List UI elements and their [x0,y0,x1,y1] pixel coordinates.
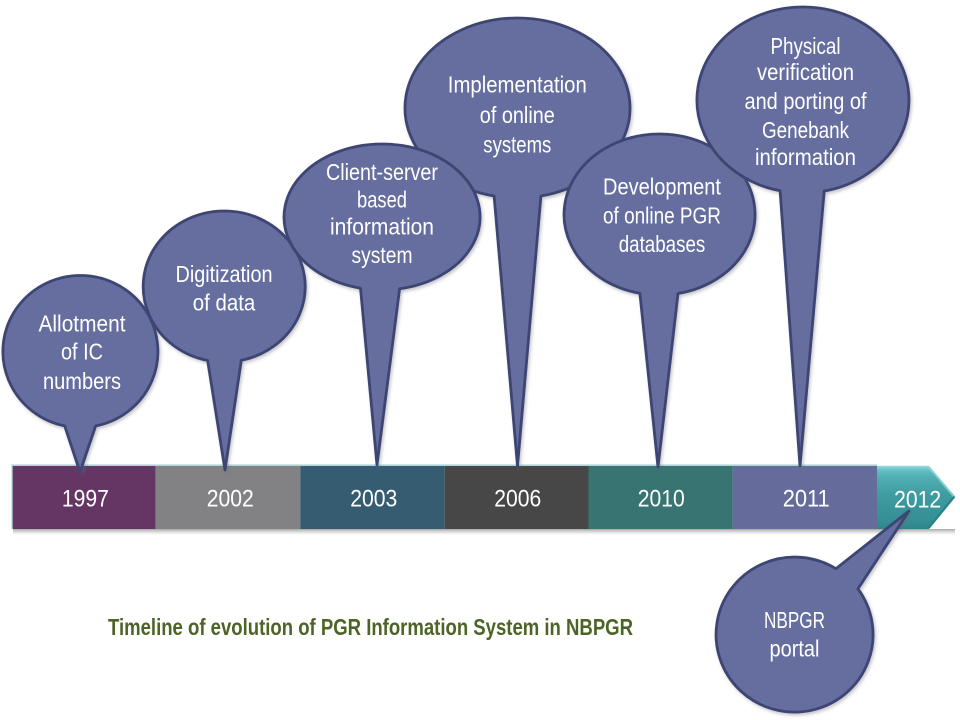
svg-text:Genebank: Genebank [762,117,849,143]
svg-text:2002: 2002 [207,485,254,512]
svg-text:2010: 2010 [638,485,685,512]
svg-text:Allotment: Allotment [39,310,127,336]
svg-text:based: based [357,186,407,212]
svg-text:numbers: numbers [43,368,121,394]
svg-text:2006: 2006 [494,485,541,512]
svg-text:Digitization: Digitization [176,261,273,287]
svg-text:1997: 1997 [62,485,109,512]
svg-text:of IC: of IC [61,339,103,365]
svg-text:and porting of: and porting of [745,88,868,114]
svg-text:databases: databases [619,231,706,257]
svg-text:Client-server: Client-server [326,159,438,185]
svg-text:2011: 2011 [783,485,830,512]
svg-text:2012: 2012 [894,487,941,514]
svg-text:NBPGR: NBPGR [764,607,825,633]
svg-text:systems: systems [483,132,551,158]
svg-text:system: system [352,242,413,268]
svg-text:verification: verification [757,59,854,85]
svg-text:Implementation: Implementation [448,72,587,98]
svg-text:of data: of data [193,290,256,316]
svg-text:Development: Development [603,174,722,200]
svg-text:2003: 2003 [350,485,397,512]
svg-text:Timeline of evolution of PGR I: Timeline of evolution of PGR Information… [108,614,633,640]
svg-text:Physical: Physical [771,33,841,59]
svg-text:of online PGR: of online PGR [603,202,721,228]
svg-text:information: information [330,214,434,240]
svg-text:portal: portal [770,636,820,662]
svg-text:information: information [755,144,856,170]
svg-text:of online: of online [480,102,555,128]
